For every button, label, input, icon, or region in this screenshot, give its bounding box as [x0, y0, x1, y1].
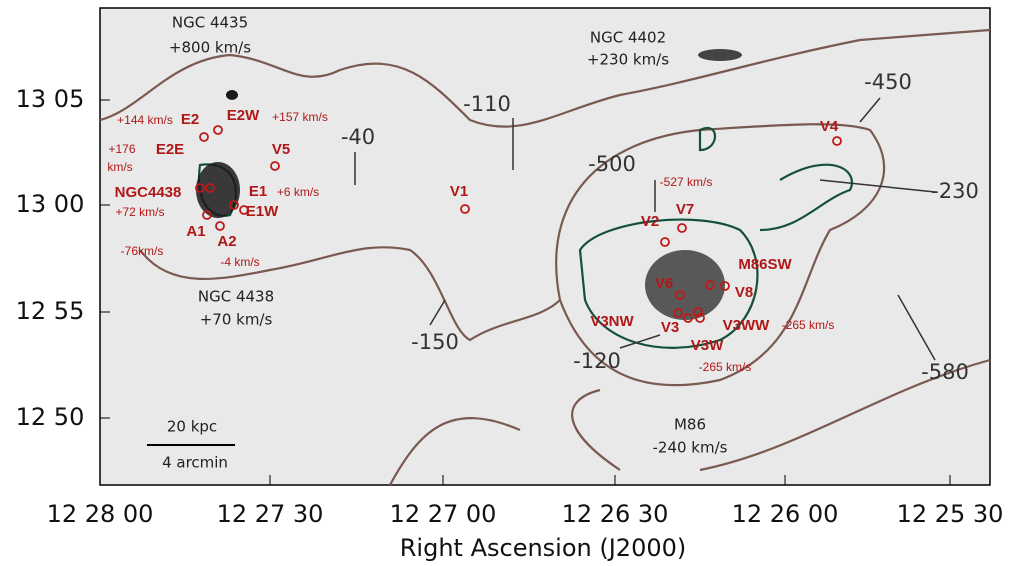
region-marker: [683, 313, 693, 323]
contour-label: -580: [921, 360, 969, 384]
region-marker: [705, 280, 715, 290]
region-marker: [229, 200, 239, 210]
galaxy-label: NGC 4402: [590, 29, 666, 47]
region-marker: [720, 281, 730, 291]
contour-arrow: [859, 97, 881, 123]
image-frame: [99, 7, 991, 486]
contour-label: -120: [573, 349, 621, 373]
contour-label: -150: [411, 330, 459, 354]
velocity-contours: [99, 28, 991, 486]
region-label: NGC4438: [115, 184, 182, 201]
region-label: A1: [186, 223, 205, 240]
region-marker: [695, 313, 705, 323]
galaxy-label: +800 km/s: [169, 39, 251, 57]
region-label: V3: [661, 319, 679, 336]
x-tick-label: 12 27 00: [390, 500, 497, 528]
contour-arrow: [897, 294, 936, 361]
y-tick-label: 12 55: [16, 297, 85, 325]
scale-physical: 20 kpc: [167, 418, 217, 436]
region-marker: [675, 290, 685, 300]
y-tick-label: 12 50: [16, 403, 85, 431]
galaxy-label: -240 km/s: [653, 439, 728, 457]
velocity-label: -265 km/s: [782, 318, 835, 332]
region-marker: [199, 132, 209, 142]
contour-label: -40: [341, 125, 375, 149]
region-label: V7: [676, 201, 694, 218]
galaxy-label: M86: [674, 416, 706, 434]
region-marker: [660, 237, 670, 247]
contour-label: -450: [864, 70, 912, 94]
velocity-label: -4 km/s: [220, 255, 259, 269]
region-marker: [195, 183, 205, 193]
velocity-label: +6 km/s: [277, 185, 319, 199]
region-label: V6: [655, 275, 673, 292]
region-label: M86SW: [738, 256, 792, 273]
x-axis-label: Right Ascension (J2000): [400, 534, 687, 562]
contour-arrow: [819, 179, 936, 193]
velocity-label: -76km/s: [121, 244, 164, 258]
velocity-label: +144 km/s: [117, 113, 173, 127]
region-label: V2: [641, 213, 659, 230]
region-marker: [270, 161, 280, 171]
galaxy-label: +70 km/s: [200, 311, 273, 329]
velocity-label: -527 km/s: [660, 175, 713, 189]
region-label: V1: [450, 183, 468, 200]
contour-label: -500: [588, 152, 636, 176]
region-marker: [832, 136, 842, 146]
contour-arrow: [619, 334, 661, 349]
velocity-label: km/s: [107, 160, 132, 174]
region-label: V3WW: [723, 317, 771, 334]
galaxy-label: NGC 4435: [172, 14, 248, 32]
contour-arrow: [429, 299, 446, 326]
region-marker: [202, 210, 212, 220]
x-tick-label: 12 27 30: [217, 500, 324, 528]
emission-features: [196, 49, 742, 320]
region-marker: [239, 205, 249, 215]
region-marker: [460, 204, 470, 214]
galaxy-label: +230 km/s: [587, 51, 669, 69]
region-label: A2: [217, 233, 236, 250]
x-tick-label: 12 25 30: [897, 500, 1004, 528]
region-label: V4: [820, 118, 839, 135]
x-tick-label: 12 26 30: [562, 500, 669, 528]
region-label: V3NW: [590, 313, 634, 330]
velocity-label: +72 km/s: [115, 205, 164, 219]
velocity-label: -265 km/s: [699, 360, 752, 374]
y-tick-label: 13 00: [16, 190, 85, 218]
region-marker: [693, 307, 703, 317]
region-label: E2W: [227, 107, 260, 124]
region-label: V8: [735, 284, 753, 301]
region-label: E2: [181, 111, 199, 128]
region-marker: [677, 223, 687, 233]
galaxy-label: NGC 4438: [198, 288, 274, 306]
region-label: E1W: [246, 203, 279, 220]
x-tick-label: 12 28 00: [47, 500, 154, 528]
contour-label: -230: [931, 179, 979, 203]
region-marker: [205, 183, 215, 193]
y-tick-label: 13 05: [16, 85, 85, 113]
scale-angular: 4 arcmin: [162, 454, 228, 472]
region-label: E2E: [156, 141, 184, 158]
region-label: E1: [249, 183, 267, 200]
region-label: V5: [272, 141, 290, 158]
region-marker: [213, 125, 223, 135]
contour-label: -110: [463, 92, 511, 116]
velocity-label: +157 km/s: [272, 110, 328, 124]
region-label: V3W: [691, 337, 724, 354]
x-tick-label: 12 26 00: [732, 500, 839, 528]
velocity-label: +176: [108, 142, 135, 156]
region-marker: [673, 308, 683, 318]
region-marker: [215, 221, 225, 231]
